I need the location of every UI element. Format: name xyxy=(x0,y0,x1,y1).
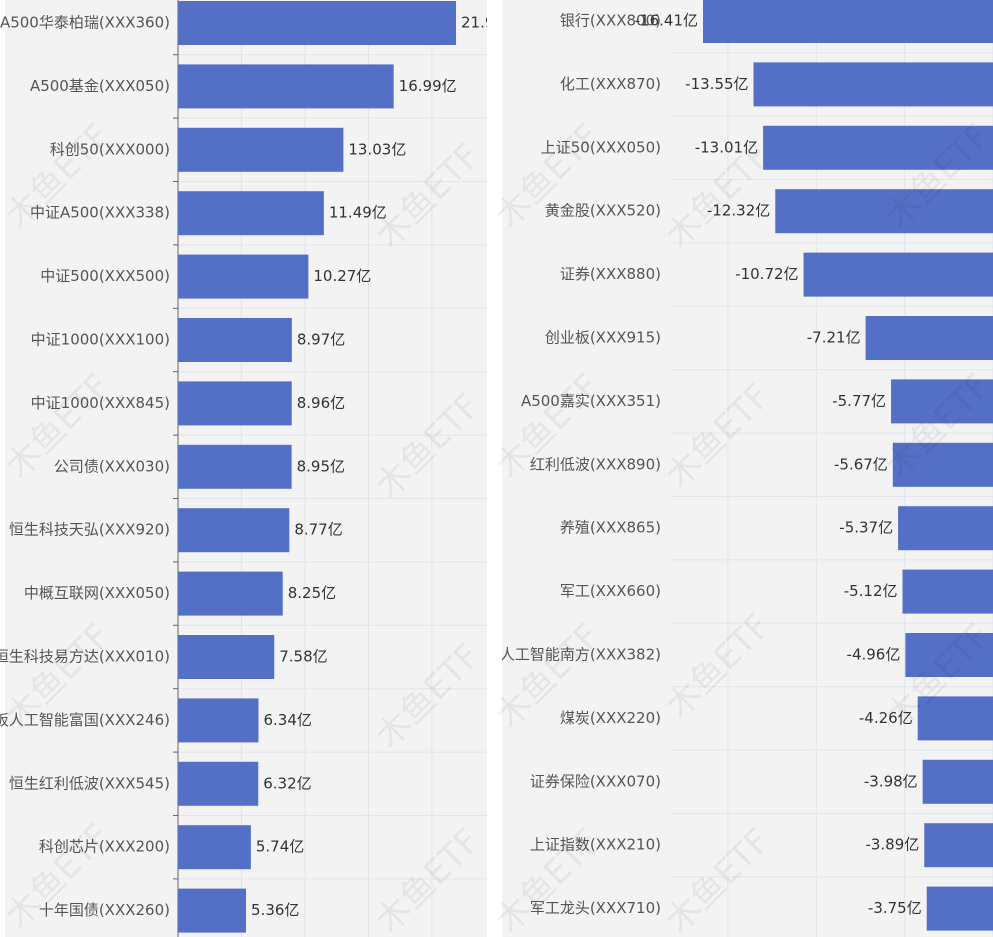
category-label-left: 业板人工智能富国(XXX246) xyxy=(0,711,170,729)
category-label-left: 中证1000(XXX100) xyxy=(31,331,170,349)
category-label-left: 恒生科技易方达(XXX010) xyxy=(0,648,170,666)
category-label-left: 公司债(XXX030) xyxy=(54,457,170,475)
bar-left xyxy=(178,508,290,553)
bar-right xyxy=(922,759,993,804)
bar-left xyxy=(178,888,247,933)
category-label-left: 科创50(XXX000) xyxy=(50,140,170,158)
bar-left xyxy=(178,698,259,743)
bar-left xyxy=(178,761,259,806)
category-label-left: 中证500(XXX500) xyxy=(40,267,170,285)
bar-right xyxy=(865,316,993,360)
category-label-left: 中证1000(XXX845) xyxy=(31,394,170,412)
category-label-right: 证券(XXX880) xyxy=(560,265,661,283)
category-label-left: 中概互联网(XXX050) xyxy=(24,584,170,602)
bar-left xyxy=(178,444,292,489)
category-label-right: 证券保险(XXX070) xyxy=(530,772,661,790)
value-label-right: -4.26亿 xyxy=(859,709,913,727)
category-label-right: 上证指数(XXX210) xyxy=(530,836,661,854)
bar-right xyxy=(924,823,993,868)
value-label-right: -12.32亿 xyxy=(707,202,770,220)
bar-right xyxy=(917,696,993,741)
value-label-left: 5.74亿 xyxy=(256,838,304,856)
category-label-right: 人工智能南方(XXX382) xyxy=(500,646,661,664)
value-label-right: -16.41亿 xyxy=(635,12,698,30)
value-label-left: 11.49亿 xyxy=(329,204,387,222)
category-label-left: 恒生红利低波(XXX545) xyxy=(9,774,170,792)
value-label-right: -5.37亿 xyxy=(839,519,893,537)
category-label-left: 恒生科技天弘(XXX920) xyxy=(9,521,170,539)
value-label-right: -3.89亿 xyxy=(865,836,919,854)
category-label-left: 中证A500(XXX338) xyxy=(30,204,170,222)
category-label-left: A500华泰柏瑞(XXX360) xyxy=(0,14,170,32)
category-label-right: 黄金股(XXX520) xyxy=(545,202,661,220)
bar-right xyxy=(703,0,993,43)
bar-right xyxy=(775,189,993,234)
value-label-left: 8.25亿 xyxy=(288,584,336,602)
left-panel-inflow: A500华泰柏瑞(XXX360) 21.9 A500基金(XXX050) 16.99亿… xyxy=(0,0,494,937)
value-label-right: -5.77亿 xyxy=(832,392,886,410)
bar-left xyxy=(178,64,394,109)
bar-left xyxy=(178,1,456,45)
panel-divider xyxy=(487,0,502,937)
value-label-right: -13.55亿 xyxy=(685,75,748,93)
bar-right xyxy=(905,633,993,677)
category-label-right: 红利低波(XXX890) xyxy=(530,455,661,473)
category-label-right: 化工(XXX870) xyxy=(560,75,661,93)
value-label-left: 10.27亿 xyxy=(313,267,371,285)
value-label-left: 6.34亿 xyxy=(263,711,311,729)
category-label-right: 养殖(XXX865) xyxy=(560,519,661,537)
bar-right xyxy=(902,569,993,614)
value-label-right: -3.75亿 xyxy=(868,899,922,917)
value-label-left: 13.03亿 xyxy=(348,140,406,158)
value-label-left: 21.9 xyxy=(461,14,494,32)
bar-right xyxy=(892,442,993,487)
bar-right xyxy=(926,886,993,931)
value-label-left: 8.95亿 xyxy=(297,457,345,475)
bar-left xyxy=(178,571,283,616)
category-label-left: 科创芯片(XXX200) xyxy=(39,838,170,856)
category-label-right: 军工(XXX660) xyxy=(560,582,661,600)
bar-left xyxy=(178,127,344,172)
value-label-right: -7.21亿 xyxy=(807,329,861,347)
bar-left xyxy=(178,825,251,870)
bar-right xyxy=(898,506,993,551)
value-label-right: -5.12亿 xyxy=(844,582,898,600)
category-label-right: 上证50(XXX050) xyxy=(541,138,661,156)
value-label-left: 7.58亿 xyxy=(279,648,327,666)
bar-right xyxy=(763,125,993,170)
bar-right xyxy=(891,379,993,424)
category-label-left: 十年国债(XXX260) xyxy=(39,901,170,919)
bar-left xyxy=(178,318,292,362)
bar-right xyxy=(753,62,993,107)
value-label-right: -3.98亿 xyxy=(864,772,918,790)
category-label-left: A500基金(XXX050) xyxy=(30,77,170,95)
bar-left xyxy=(178,191,324,236)
category-label-right: 煤炭(XXX220) xyxy=(560,709,661,727)
category-label-right: 创业板(XXX915) xyxy=(545,329,661,347)
value-label-left: 8.77亿 xyxy=(294,521,342,539)
value-label-left: 8.97亿 xyxy=(297,331,345,349)
bar-left xyxy=(178,254,309,299)
value-label-left: 6.32亿 xyxy=(263,774,311,792)
category-label-right: A500嘉实(XXX351) xyxy=(521,392,661,410)
value-label-right: -5.67亿 xyxy=(834,455,888,473)
value-label-left: 8.96亿 xyxy=(297,394,345,412)
bar-right xyxy=(803,252,993,297)
value-label-left: 5.36亿 xyxy=(251,901,299,919)
value-label-right: -13.01亿 xyxy=(695,138,758,156)
category-label-right: 银行(XXX800) xyxy=(560,12,661,30)
value-label-right: -10.72亿 xyxy=(735,265,798,283)
value-label-left: 16.99亿 xyxy=(399,77,457,95)
value-label-right: -4.96亿 xyxy=(847,646,901,664)
category-label-right: 军工龙头(XXX710) xyxy=(530,899,661,917)
bar-left xyxy=(178,381,292,426)
bar-left xyxy=(178,635,275,679)
